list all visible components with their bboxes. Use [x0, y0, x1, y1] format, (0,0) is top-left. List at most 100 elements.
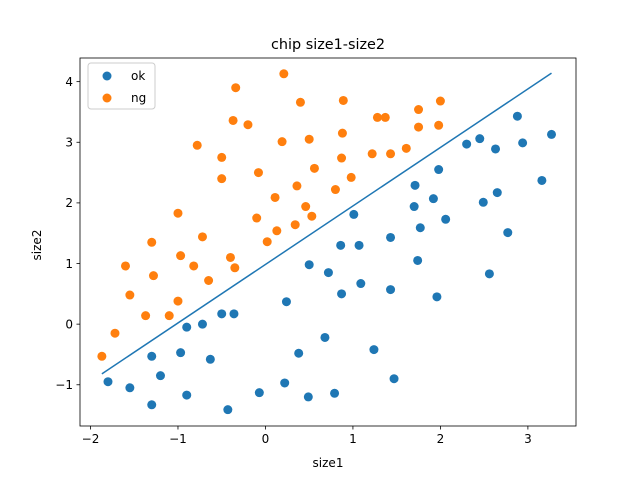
data-point-ok [223, 405, 233, 415]
data-point-ok [434, 165, 444, 175]
data-point-ok [176, 348, 186, 358]
data-point-ok [337, 289, 347, 299]
data-point-ng [338, 95, 348, 105]
data-point-ng [125, 290, 135, 300]
data-point-ng [204, 275, 214, 285]
data-point-ng [262, 237, 272, 247]
y-tick-label: −1 [55, 378, 73, 392]
y-axis-ticks: −1 0 1 2 3 4 [55, 75, 80, 392]
data-point-ng [304, 134, 314, 144]
data-point-ok [415, 223, 425, 233]
data-point-ng [189, 261, 199, 271]
data-point-ng [164, 311, 174, 321]
legend-label-ok: ok [131, 69, 145, 83]
data-point-ng [192, 140, 202, 150]
x-tick-label: 1 [349, 432, 357, 446]
data-point-ok [409, 202, 419, 212]
data-point-ok [217, 309, 227, 319]
data-point-ng [337, 153, 347, 163]
y-tick-label: 2 [65, 196, 73, 210]
data-point-ok [389, 374, 399, 384]
data-point-ok [356, 279, 366, 289]
data-point-ng [231, 83, 241, 93]
data-point-ng [295, 97, 305, 107]
data-point-ok [512, 111, 522, 121]
x-axis-ticks: −2 −1 0 1 2 3 [82, 426, 532, 446]
data-point-ng [435, 96, 445, 106]
plot-area: −2 −1 0 1 2 3 −1 0 1 2 3 4 [55, 57, 577, 446]
data-point-ok [410, 180, 420, 190]
data-point-ok [281, 297, 291, 307]
data-point-ok [304, 260, 314, 270]
series-ok [103, 111, 557, 415]
data-point-ok [503, 228, 513, 238]
data-point-ok [147, 351, 157, 361]
data-point-ok [294, 348, 304, 358]
data-point-ng [346, 172, 356, 182]
data-point-ng [386, 149, 396, 159]
boundary-line [101, 72, 552, 375]
data-point-ok [441, 214, 451, 224]
data-point-ng [270, 192, 280, 202]
data-point-ok [354, 240, 364, 250]
y-tick-label: 3 [65, 136, 73, 150]
data-point-ok [492, 188, 502, 198]
data-point-ng [380, 112, 390, 122]
data-point-ng [197, 232, 207, 242]
data-point-ok [182, 322, 192, 332]
data-point-ok [229, 309, 239, 319]
x-axis-label: size1 [313, 456, 344, 470]
data-point-ng [217, 174, 227, 184]
data-point-ok [475, 134, 485, 144]
data-point-ng [401, 143, 411, 153]
data-point-ok [336, 240, 346, 250]
data-point-ok [369, 345, 379, 355]
data-point-ok [147, 400, 157, 410]
data-point-ng [110, 328, 120, 338]
data-point-ok [478, 197, 488, 207]
data-point-ng [173, 208, 183, 218]
data-point-ok [349, 209, 359, 219]
data-point-ng [372, 112, 382, 122]
data-point-ok [125, 383, 135, 393]
data-point-ng [141, 311, 151, 321]
chart-title: chip size1-size2 [271, 37, 385, 53]
data-point-ng [309, 163, 319, 173]
legend-marker-ok [102, 71, 112, 81]
data-point-ok [197, 319, 207, 329]
data-point-ng [277, 137, 287, 147]
data-point-ok [518, 138, 528, 148]
x-tick-label: 3 [524, 432, 532, 446]
data-point-ok [428, 194, 438, 204]
data-point-ok [330, 388, 340, 398]
x-tick-label: 2 [437, 432, 445, 446]
plot-frame [79, 57, 577, 427]
data-point-ng [243, 120, 253, 130]
data-point-ng [148, 271, 158, 281]
data-point-ok [413, 255, 423, 265]
data-point-ng [228, 115, 238, 125]
data-point-ok [254, 388, 264, 398]
data-point-ok [155, 371, 165, 381]
data-point-ng [414, 122, 424, 132]
legend: ok ng [87, 62, 156, 110]
data-point-ok [323, 268, 333, 278]
data-point-ng [290, 220, 300, 230]
data-point-ng [147, 237, 157, 247]
y-tick-label: 4 [65, 75, 73, 89]
data-point-ok [182, 390, 192, 400]
data-point-ng [414, 105, 424, 115]
x-tick-label: −1 [169, 432, 187, 446]
data-point-ng [217, 152, 227, 162]
data-point-ok [491, 144, 501, 154]
data-point-ng [337, 128, 347, 138]
data-point-ng [367, 149, 377, 159]
data-point-ok [386, 285, 396, 295]
data-point-ok [205, 354, 215, 364]
data-point-ng [307, 211, 317, 221]
data-point-ng [279, 69, 289, 79]
x-tick-label: 0 [262, 432, 270, 446]
data-point-ok [484, 269, 494, 279]
data-point-ng [173, 296, 183, 306]
